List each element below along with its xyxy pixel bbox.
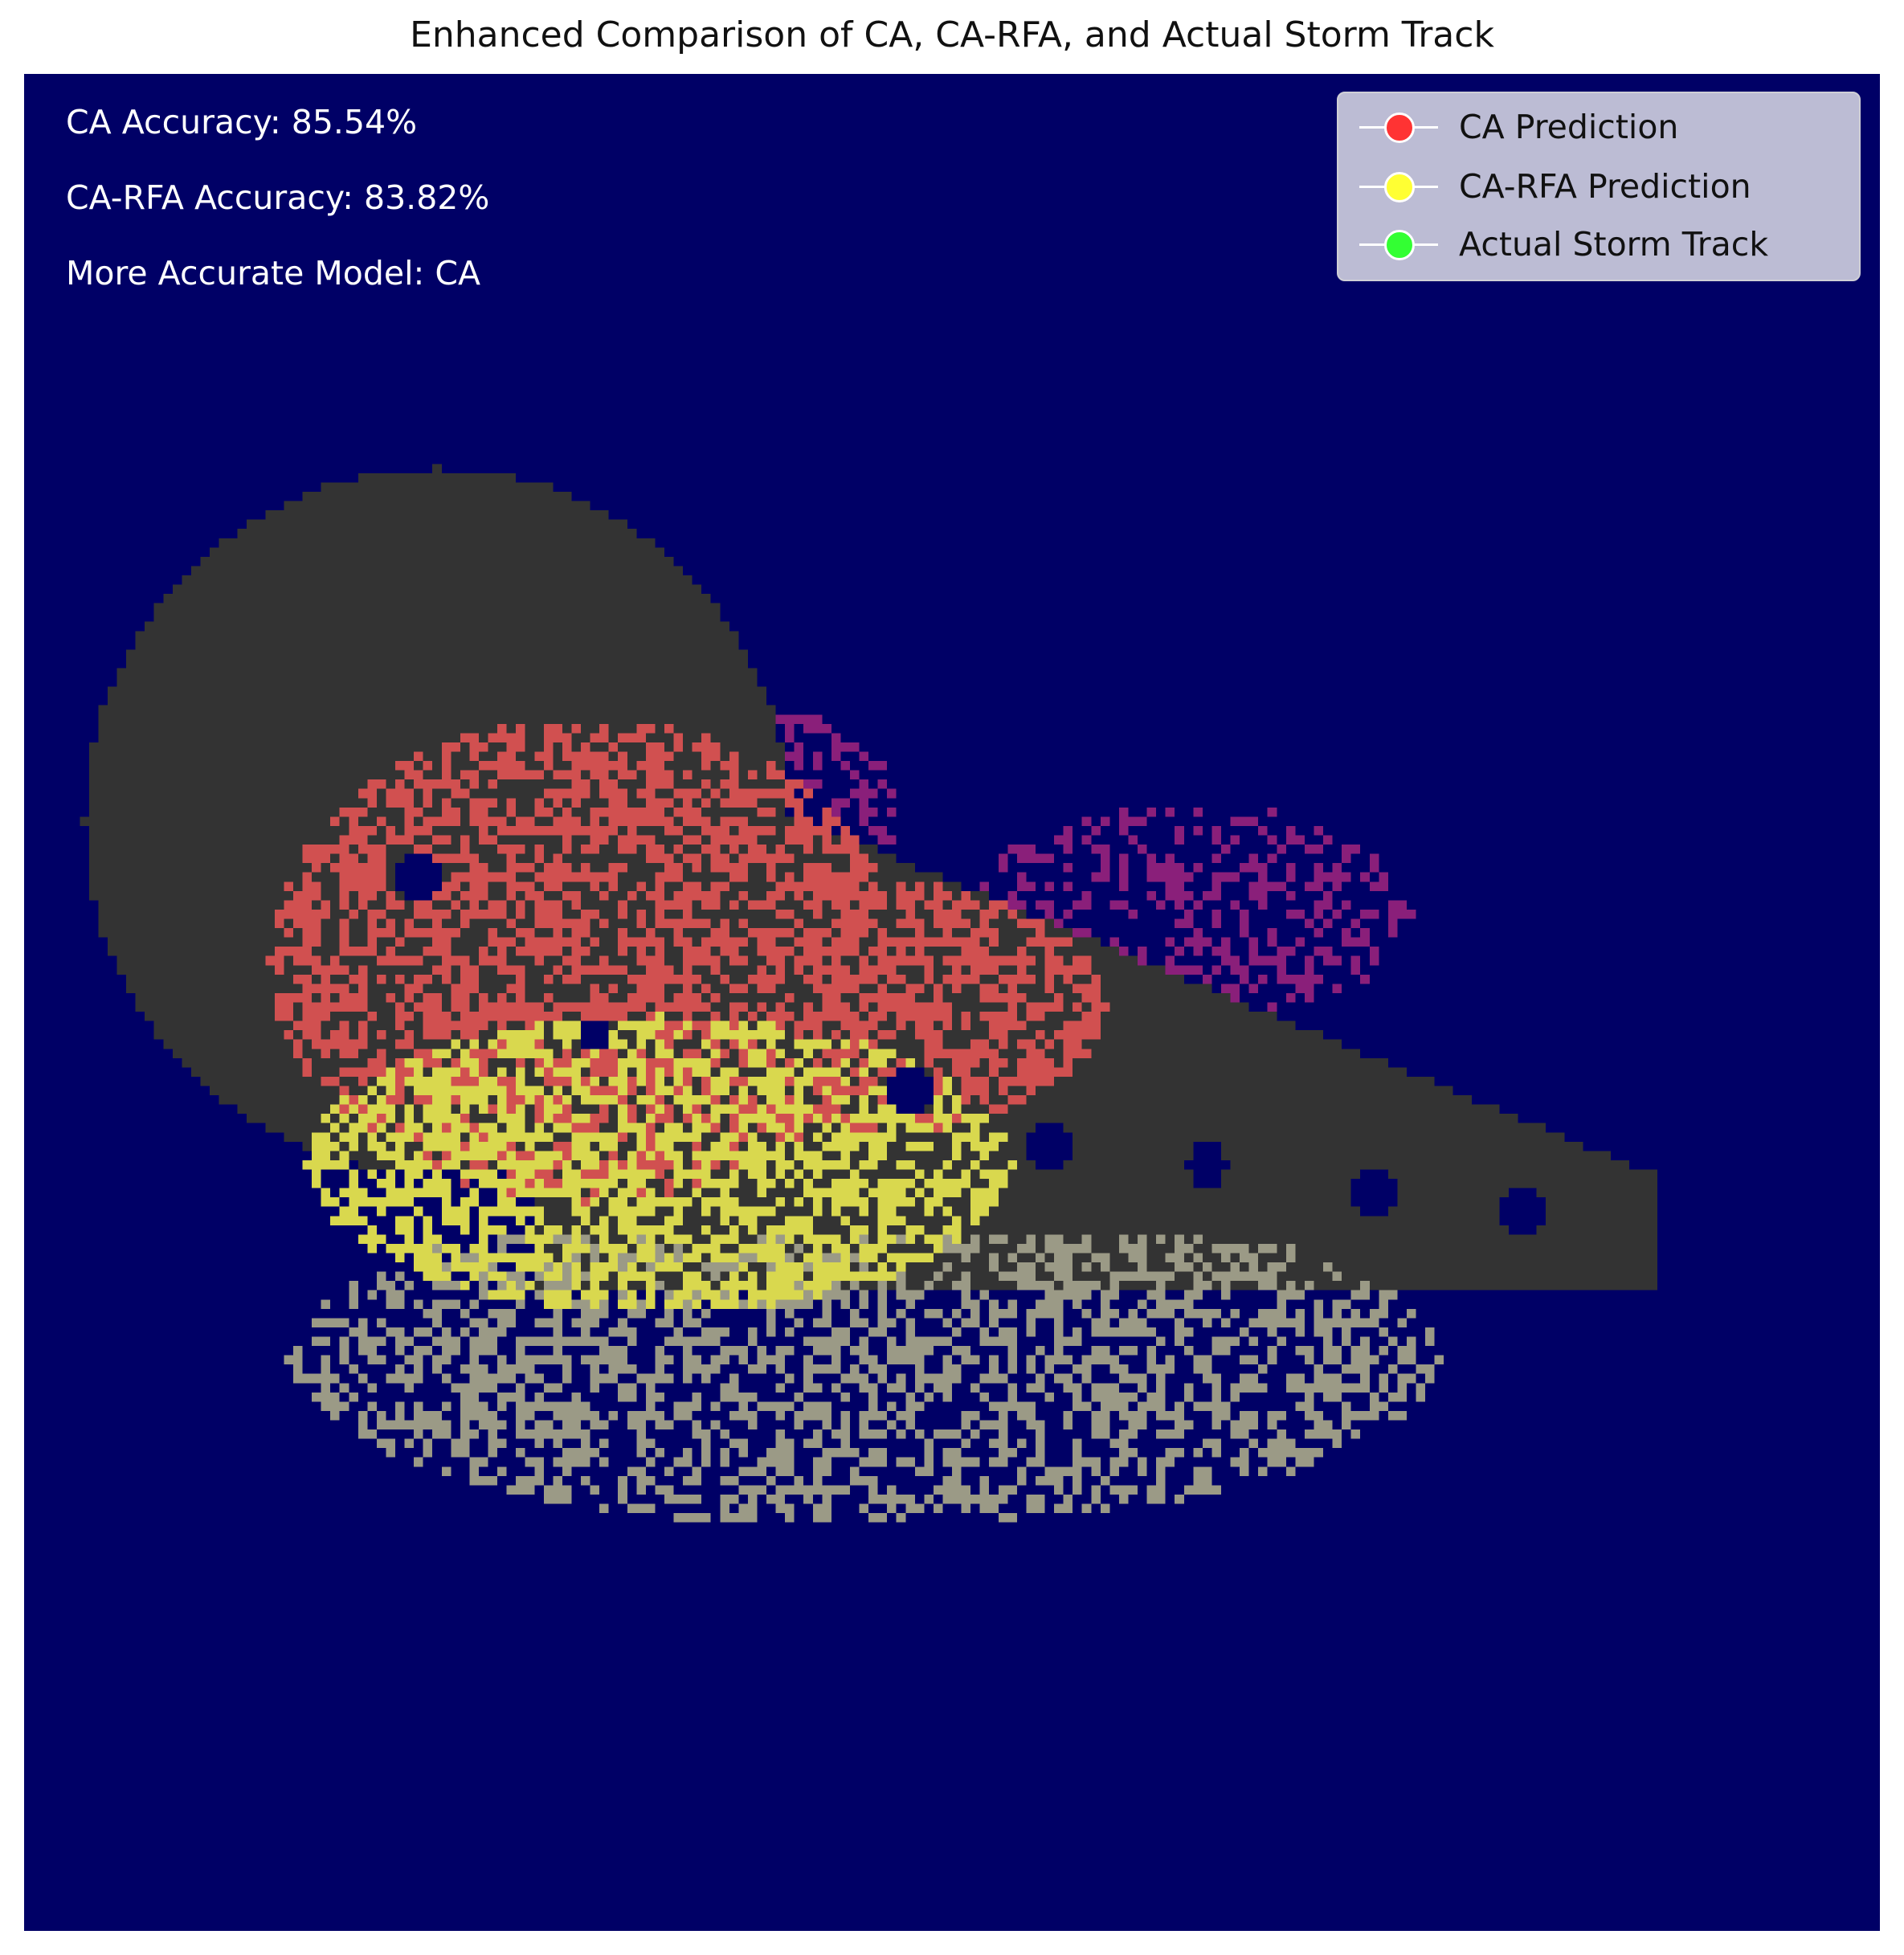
legend-marker-actual [1353, 220, 1444, 268]
legend-item-ca: CA Prediction [1353, 103, 1678, 151]
storm-grid-heatmap [24, 74, 1880, 1931]
legend-marker-ca-rfa [1353, 162, 1444, 211]
plot-area: CA Accuracy: 85.54% CA-RFA Accuracy: 83.… [24, 74, 1880, 1931]
legend-item-actual: Actual Storm Track [1353, 220, 1768, 268]
chart-title: Enhanced Comparison of CA, CA-RFA, and A… [410, 14, 1494, 55]
ca-rfa-accuracy-annotation: CA-RFA Accuracy: 83.82% [66, 178, 490, 217]
more-accurate-model-annotation: More Accurate Model: CA [66, 254, 481, 292]
ca-accuracy-annotation: CA Accuracy: 85.54% [66, 103, 418, 141]
legend-item-ca-rfa: CA-RFA Prediction [1353, 162, 1751, 211]
legend-marker-ca [1353, 103, 1444, 151]
legend-label-ca: CA Prediction [1459, 108, 1679, 146]
legend-label-ca-rfa: CA-RFA Prediction [1459, 167, 1751, 206]
legend-label-actual: Actual Storm Track [1459, 225, 1769, 264]
legend: CA Prediction CA-RFA Prediction Actual S… [1337, 92, 1861, 281]
